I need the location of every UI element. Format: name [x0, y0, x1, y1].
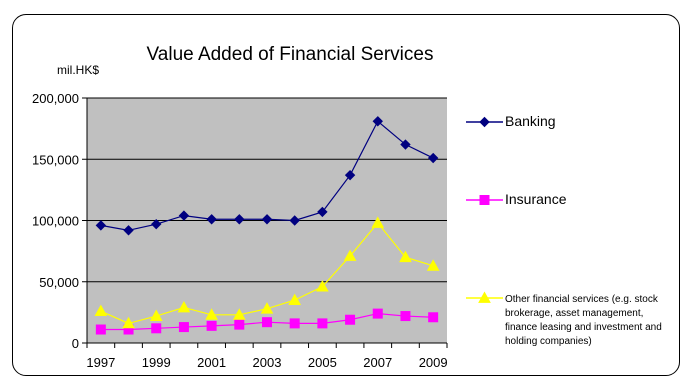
insurance-point: [372, 308, 383, 319]
insurance-point: [178, 322, 189, 333]
banking-point: [427, 152, 439, 164]
banking-point: [317, 206, 328, 218]
insurance-point: [151, 323, 162, 334]
y-tick-label: 100,000: [32, 214, 79, 229]
insurance-point: [234, 319, 245, 330]
legend-other-financial-services-label: brokerage, asset management,: [505, 308, 643, 319]
legend-banking-marker: [479, 116, 490, 128]
x-tick-label: 2009: [419, 355, 448, 370]
x-tick-label: 2001: [197, 355, 226, 370]
y-tick-label: 50,000: [39, 275, 79, 290]
y-axis-unit-label: mil.HK$: [57, 63, 99, 77]
other-financial-services-point: [371, 216, 385, 228]
insurance-point: [95, 324, 106, 335]
other-financial-services-point: [288, 293, 302, 306]
other-financial-services-point: [426, 259, 440, 271]
chart-title: Value Added of Financial Services: [147, 44, 434, 65]
y-tick-label: 150,000: [32, 152, 79, 167]
legend-other-financial-services-label: Other financial services (e.g. stock: [505, 294, 659, 305]
legend-insurance-label: Insurance: [505, 191, 567, 207]
legend-banking-label: Banking: [505, 113, 556, 129]
other-financial-services-point: [177, 300, 191, 313]
other-financial-services-point: [205, 308, 218, 320]
legend-other-financial-services-label: finance leasing and investment and: [505, 322, 662, 333]
y-tick-label: 200,000: [32, 91, 79, 106]
legend-other-financial-services-marker: [478, 291, 491, 303]
other-financial-services-point: [316, 280, 329, 292]
x-tick-label: 1999: [142, 355, 171, 370]
insurance-point: [428, 312, 439, 323]
other-financial-services-point: [343, 249, 357, 261]
insurance-point: [400, 311, 411, 322]
other-financial-services-point: [260, 302, 274, 314]
banking-point: [95, 220, 107, 231]
x-tick-label: 2003: [253, 355, 282, 370]
other-financial-services-point: [149, 309, 163, 321]
banking-point: [344, 169, 356, 181]
banking-point: [123, 225, 134, 236]
banking-point: [261, 214, 273, 225]
legend-other-financial-services-label: holding companies): [505, 336, 592, 347]
legend-insurance-marker: [479, 195, 490, 205]
banking-point: [400, 139, 411, 150]
plot-area: 0 50,000 100,000 150,000 200,000 1997 1999 2001…: [32, 91, 448, 370]
insurance-point: [262, 317, 272, 328]
banking-point: [234, 214, 245, 225]
insurance-point: [206, 320, 217, 331]
x-tick-label: 1997: [86, 355, 115, 370]
banking-point: [151, 218, 162, 230]
x-tick-label: 2005: [308, 355, 337, 370]
other-financial-services-point: [232, 308, 246, 320]
insurance-point: [317, 318, 328, 329]
other-financial-services-point: [399, 250, 412, 263]
banking-point: [178, 210, 190, 221]
banking-point: [289, 215, 300, 226]
insurance-point: [289, 318, 300, 329]
banking-point: [372, 116, 383, 127]
legend: Banking Insurance Other financial services…: [466, 113, 662, 347]
x-tick-label: 2007: [363, 355, 392, 370]
y-tick-label: 0: [72, 336, 79, 351]
other-financial-services-point: [94, 304, 108, 317]
banking-point: [206, 214, 217, 225]
insurance-point: [345, 314, 356, 325]
other-financial-services-point: [122, 316, 135, 329]
